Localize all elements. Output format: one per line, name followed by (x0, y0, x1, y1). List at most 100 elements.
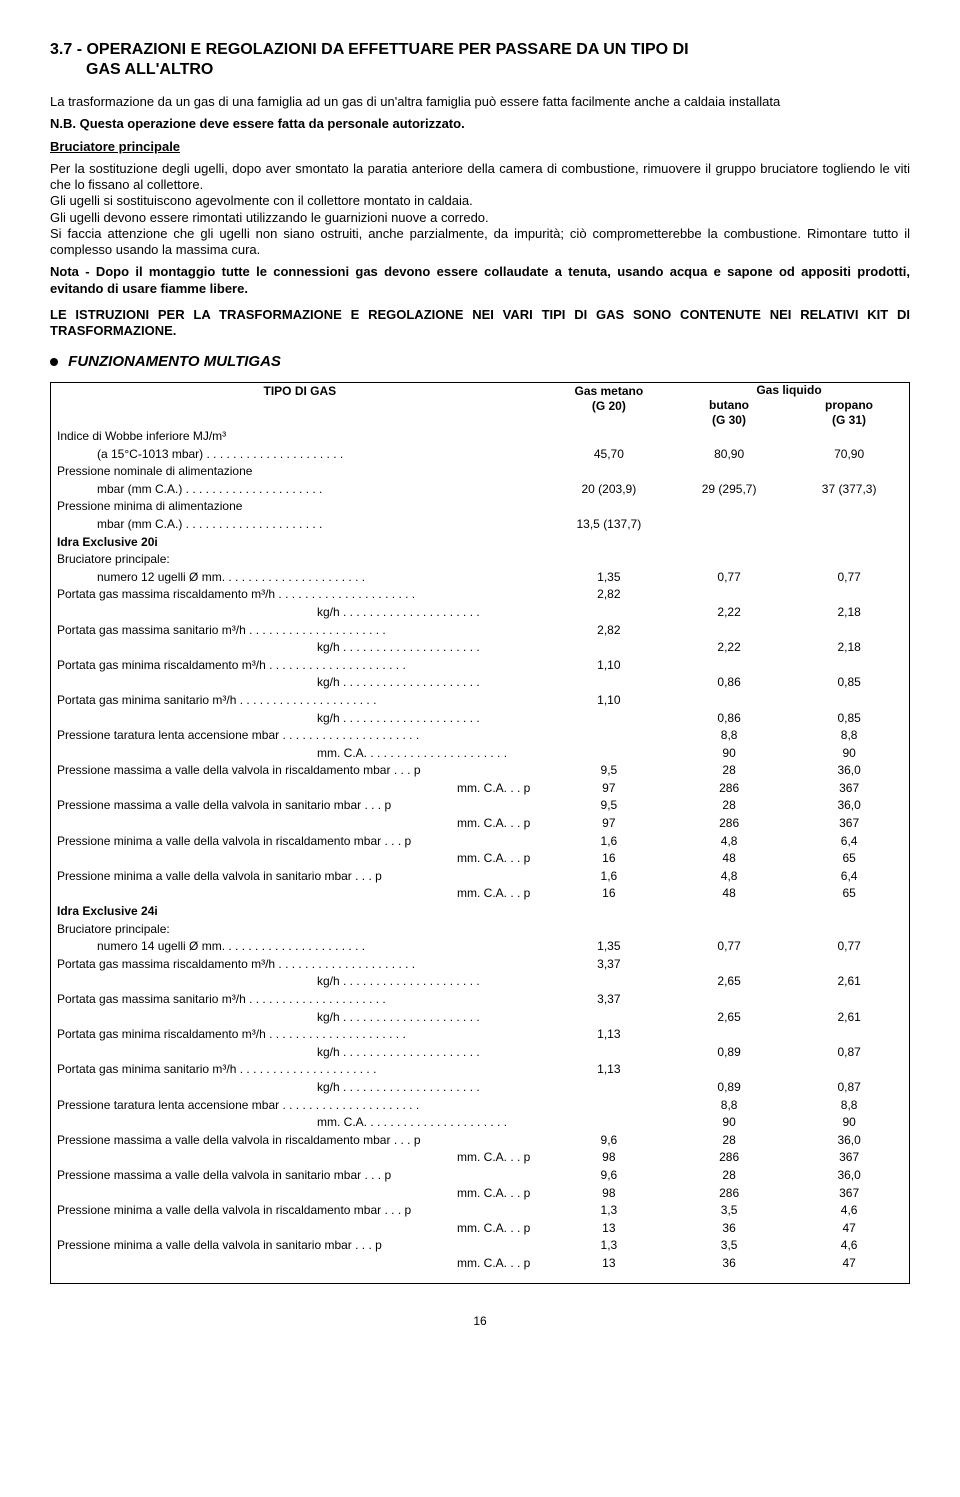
row-value-g20 (549, 428, 669, 446)
header-metano-sub: (G 20) (555, 399, 663, 414)
row-label: Pressione taratura lenta accensione mbar… (51, 727, 549, 745)
row-value-g30: 28 (669, 762, 789, 780)
row-label: (a 15°C-1013 mbar) . . . . . . . . . . .… (51, 446, 549, 464)
row-value-g30: 286 (669, 1149, 789, 1167)
table-row: kg/h . . . . . . . . . . . . . . . . . .… (51, 604, 910, 622)
row-value-g31 (789, 921, 909, 939)
row-value-g20: 1,13 (549, 1061, 669, 1079)
row-value-g31: 0,85 (789, 710, 909, 728)
row-value-g30 (669, 1061, 789, 1079)
table-row: Pressione minima a valle della valvola i… (51, 1237, 910, 1255)
row-value-g30: 28 (669, 797, 789, 815)
row-label: mm. C.A. . . p (51, 780, 549, 798)
row-label: numero 14 ugelli Ø mm. . . . . . . . . .… (51, 938, 549, 956)
title-line2: GAS ALL'ALTRO (50, 60, 910, 80)
row-value-g20 (549, 463, 669, 481)
nb-line: N.B. Questa operazione deve essere fatta… (50, 116, 910, 132)
row-value-g20 (549, 674, 669, 692)
table-header-row: TIPO DI GAS Gas metano (G 20) Gas liquid… (51, 383, 910, 429)
row-value-g20: 97 (549, 815, 669, 833)
row-label: Idra Exclusive 20i (51, 534, 549, 552)
table-row: mm. C.A. . . . . . . . . . . . . . . . .… (51, 745, 910, 763)
table-row: mm. C.A. . . p164865 (51, 850, 910, 868)
table-row: Pressione minima di alimentazione (51, 498, 910, 516)
row-value-g20 (549, 1079, 669, 1097)
row-value-g31: 36,0 (789, 797, 909, 815)
table-row: mbar (mm C.A.) . . . . . . . . . . . . .… (51, 481, 910, 499)
row-value-g30: 2,65 (669, 973, 789, 991)
row-value-g31 (789, 956, 909, 974)
table-row: kg/h . . . . . . . . . . . . . . . . . .… (51, 973, 910, 991)
table-row: Bruciatore principale: (51, 551, 910, 569)
multigas-heading: FUNZIONAMENTO MULTIGAS (50, 353, 910, 372)
row-label: mbar (mm C.A.) . . . . . . . . . . . . .… (51, 516, 549, 534)
table-row: numero 12 ugelli Ø mm. . . . . . . . . .… (51, 569, 910, 587)
row-value-g20: 16 (549, 850, 669, 868)
row-value-g20 (549, 1044, 669, 1062)
row-value-g31: 2,18 (789, 639, 909, 657)
row-value-g31: 4,6 (789, 1202, 909, 1220)
row-value-g31: 8,8 (789, 1097, 909, 1115)
row-label: mbar (mm C.A.) . . . . . . . . . . . . .… (51, 481, 549, 499)
row-value-g31: 70,90 (789, 446, 909, 464)
row-value-g31: 0,85 (789, 674, 909, 692)
table-row: mm. C.A. . . p97286367 (51, 780, 910, 798)
header-propano: propano (789, 398, 909, 413)
row-value-g20: 1,35 (549, 569, 669, 587)
bullet-icon (50, 358, 58, 366)
table-row: mm. C.A. . . p98286367 (51, 1185, 910, 1203)
row-value-g20 (549, 745, 669, 763)
row-value-g31 (789, 534, 909, 552)
row-label: Portata gas minima riscaldamento m³/h . … (51, 657, 549, 675)
row-value-g31: 6,4 (789, 868, 909, 886)
row-value-g31: 0,77 (789, 938, 909, 956)
row-value-g20: 98 (549, 1185, 669, 1203)
row-value-g20: 1,13 (549, 1026, 669, 1044)
row-value-g20: 1,35 (549, 938, 669, 956)
table-row: kg/h . . . . . . . . . . . . . . . . . .… (51, 1079, 910, 1097)
row-value-g20 (549, 1114, 669, 1132)
row-label: Pressione massima a valle della valvola … (51, 762, 549, 780)
row-label: kg/h . . . . . . . . . . . . . . . . . .… (51, 604, 549, 622)
row-value-g30: 0,77 (669, 569, 789, 587)
row-value-g20 (549, 903, 669, 921)
table-row: Pressione taratura lenta accensione mbar… (51, 1097, 910, 1115)
header-liquido: Gas liquido (669, 383, 909, 398)
row-value-g31 (789, 551, 909, 569)
row-value-g30: 2,65 (669, 1009, 789, 1027)
intro-paragraph: La trasformazione da un gas di una famig… (50, 94, 910, 110)
page-number: 16 (50, 1314, 910, 1329)
row-value-g30 (669, 921, 789, 939)
table-row: mm. C.A. . . p98286367 (51, 1149, 910, 1167)
row-label: kg/h . . . . . . . . . . . . . . . . . .… (51, 1044, 549, 1062)
row-value-g31: 36,0 (789, 762, 909, 780)
table-row: kg/h . . . . . . . . . . . . . . . . . .… (51, 1009, 910, 1027)
row-label: Pressione minima a valle della valvola i… (51, 1202, 549, 1220)
nota-paragraph: Nota - Dopo il montaggio tutte le connes… (50, 264, 910, 297)
row-value-g20: 20 (203,9) (549, 481, 669, 499)
row-value-g31: 367 (789, 815, 909, 833)
row-value-g20: 2,82 (549, 622, 669, 640)
row-label: numero 12 ugelli Ø mm. . . . . . . . . .… (51, 569, 549, 587)
row-value-g30: 48 (669, 850, 789, 868)
row-label: mm. C.A. . . . . . . . . . . . . . . . .… (51, 745, 549, 763)
row-label: mm. C.A. . . p (51, 885, 549, 903)
row-value-g20 (549, 498, 669, 516)
row-value-g31 (789, 903, 909, 921)
row-value-g31: 90 (789, 745, 909, 763)
table-row: kg/h . . . . . . . . . . . . . . . . . .… (51, 674, 910, 692)
table-row: mm. C.A. . . p133647 (51, 1220, 910, 1238)
row-label: kg/h . . . . . . . . . . . . . . . . . .… (51, 1009, 549, 1027)
row-value-g30 (669, 516, 789, 534)
section-title: 3.7 - OPERAZIONI E REGOLAZIONI DA EFFETT… (50, 40, 910, 80)
row-value-g30: 90 (669, 1114, 789, 1132)
row-value-g31 (789, 692, 909, 710)
table-row: (a 15°C-1013 mbar) . . . . . . . . . . .… (51, 446, 910, 464)
table-row: Pressione massima a valle della valvola … (51, 1132, 910, 1150)
row-value-g20: 1,3 (549, 1237, 669, 1255)
row-value-g30: 3,5 (669, 1202, 789, 1220)
row-value-g20: 9,5 (549, 762, 669, 780)
row-value-g30 (669, 622, 789, 640)
row-value-g30: 90 (669, 745, 789, 763)
header-tipo: TIPO DI GAS (264, 384, 337, 398)
